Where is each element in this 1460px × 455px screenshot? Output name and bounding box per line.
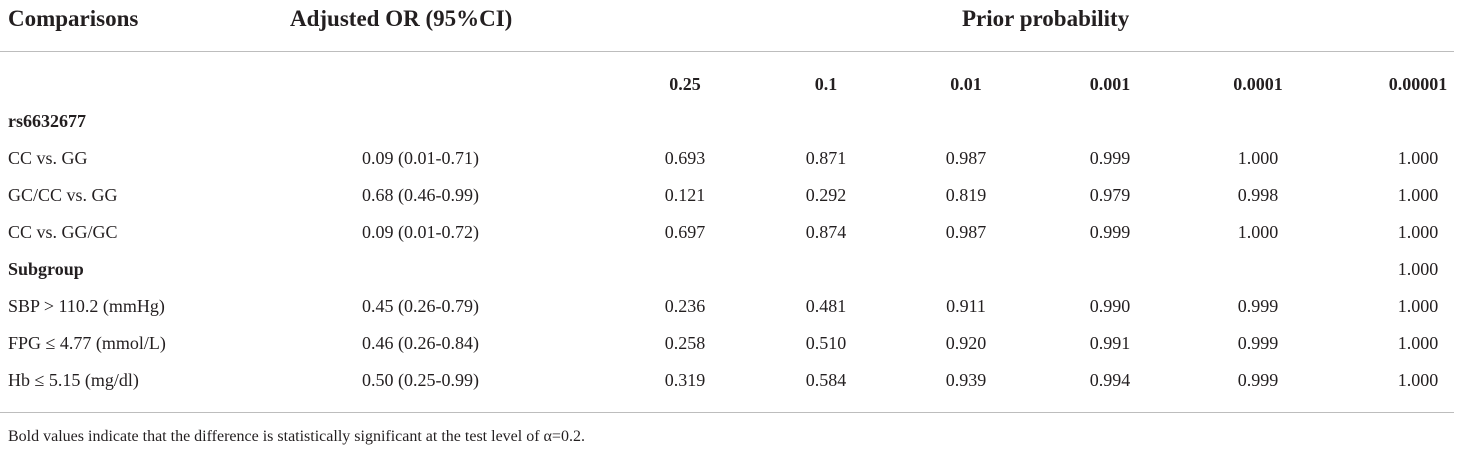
probability-value-cell: 0.292 <box>805 185 847 205</box>
probability-value-cell: 0.987 <box>945 222 987 242</box>
probability-header-0: 0.25 <box>669 74 701 94</box>
probability-value-cell: 0.121 <box>664 185 706 205</box>
adjusted-or-cell: 0.68 (0.46-0.99) <box>362 185 479 205</box>
section-label: rs6632677 <box>8 111 86 131</box>
probability-value-cell: 1.000 <box>1397 185 1439 205</box>
header-comparisons: Comparisons <box>8 6 139 31</box>
adjusted-or-cell: 0.09 (0.01-0.72) <box>362 222 479 242</box>
probability-value-cell: 1.000 <box>1237 148 1279 168</box>
probability-value-cell: 0.510 <box>805 333 847 353</box>
probability-value-cell: 0.874 <box>805 222 847 242</box>
probability-value-cell: 0.584 <box>805 370 847 390</box>
probability-value-cell: 1.000 <box>1237 222 1279 242</box>
probability-value-cell: 0.693 <box>664 148 706 168</box>
probability-value-cell: 0.236 <box>664 296 706 316</box>
probability-value-cell: 1.000 <box>1397 296 1439 316</box>
probability-value-cell: 1.000 <box>1397 370 1439 390</box>
probability-value-cell: 0.987 <box>945 148 987 168</box>
probability-header-5: 0.00001 <box>1388 74 1448 94</box>
adjusted-or-cell: 0.50 (0.25-0.99) <box>362 370 479 390</box>
probability-value-cell: 0.920 <box>945 333 987 353</box>
probability-value-cell: 0.994 <box>1089 370 1131 390</box>
bottom-rule <box>0 412 1454 413</box>
section-label: Subgroup <box>8 259 84 279</box>
probability-value-cell: 0.999 <box>1089 148 1131 168</box>
adjusted-or-cell: 0.09 (0.01-0.71) <box>362 148 479 168</box>
probability-value-cell: 0.979 <box>1089 185 1131 205</box>
probability-header-3: 0.001 <box>1089 74 1131 94</box>
footnote: Bold values indicate that the difference… <box>8 428 585 445</box>
probability-value-cell: 0.999 <box>1089 222 1131 242</box>
comparison-label: SBP > 110.2 (mmHg) <box>8 296 165 316</box>
comparison-label: Hb ≤ 5.15 (mg/dl) <box>8 370 139 390</box>
probability-value-cell: 0.939 <box>945 370 987 390</box>
probability-header-1: 0.1 <box>814 74 838 94</box>
probability-value-cell: 0.998 <box>1237 185 1279 205</box>
probability-value-cell: 0.990 <box>1089 296 1131 316</box>
probability-value-cell: 1.000 <box>1397 222 1439 242</box>
probability-value-cell: 0.481 <box>805 296 847 316</box>
probability-header-2: 0.01 <box>950 74 982 94</box>
adjusted-or-cell: 0.45 (0.26-0.79) <box>362 296 479 316</box>
adjusted-or-cell: 0.46 (0.26-0.84) <box>362 333 479 353</box>
probability-value-cell: 1.000 <box>1397 259 1439 279</box>
probability-value-cell: 0.258 <box>664 333 706 353</box>
probability-value-cell: 1.000 <box>1397 148 1439 168</box>
probability-value-cell: 0.999 <box>1237 333 1279 353</box>
probability-header-4: 0.0001 <box>1233 74 1283 94</box>
probability-value-cell: 0.999 <box>1237 370 1279 390</box>
comparison-label: CC vs. GG <box>8 148 88 168</box>
probability-value-cell: 0.819 <box>945 185 987 205</box>
probability-value-cell: 0.319 <box>664 370 706 390</box>
comparison-label: CC vs. GG/GC <box>8 222 118 242</box>
probability-value-cell: 0.999 <box>1237 296 1279 316</box>
probability-value-cell: 0.697 <box>664 222 706 242</box>
comparison-label: GC/CC vs. GG <box>8 185 118 205</box>
probability-value-cell: 1.000 <box>1397 333 1439 353</box>
probability-value-cell: 0.991 <box>1089 333 1131 353</box>
header-rule <box>0 51 1454 52</box>
comparison-label: FPG ≤ 4.77 (mmol/L) <box>8 333 166 353</box>
probability-value-cell: 0.871 <box>805 148 847 168</box>
header-prior-probability: Prior probability <box>962 6 1130 31</box>
header-adjusted-or: Adjusted OR (95%CI) <box>290 6 513 31</box>
probability-value-cell: 0.911 <box>946 296 986 316</box>
